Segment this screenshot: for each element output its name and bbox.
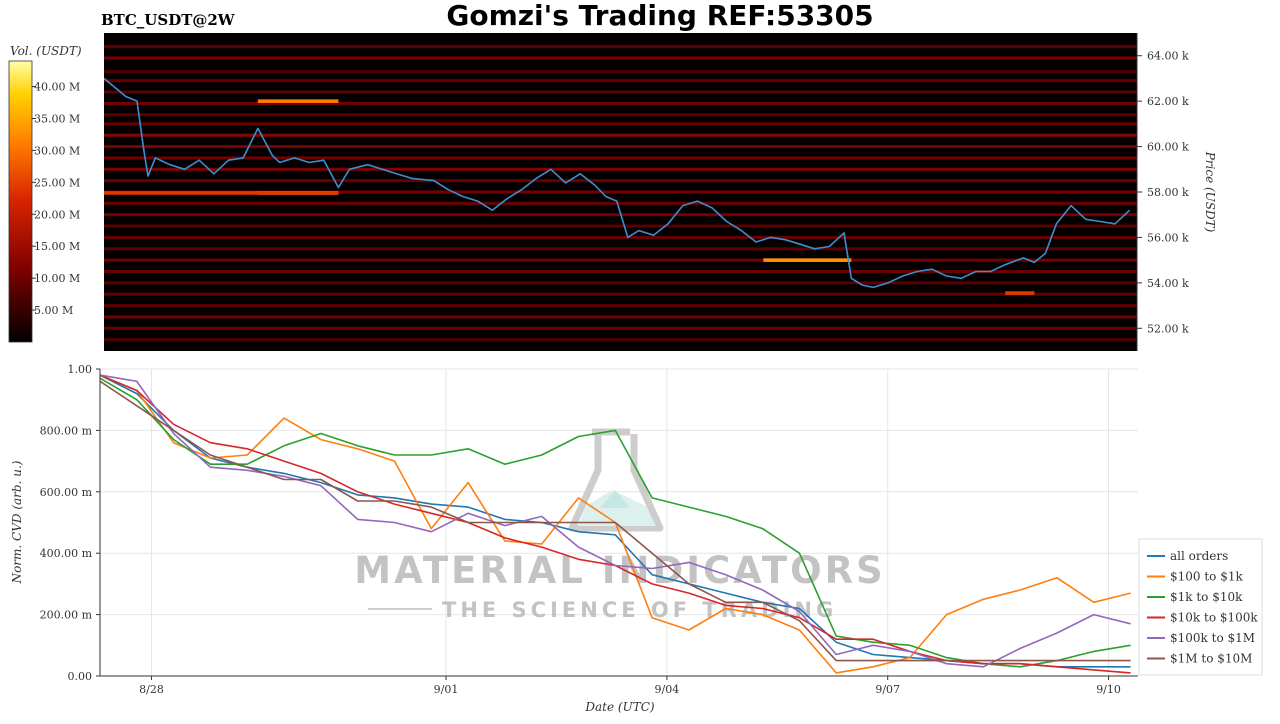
price-tick-label: 60.00 k xyxy=(1147,141,1189,154)
liquidity-level xyxy=(104,156,1137,160)
price-tick-label: 54.00 k xyxy=(1147,277,1189,290)
cvd-y-tick-label: 0.00 xyxy=(68,670,93,683)
watermark-main: MATERIAL INDICATORS xyxy=(354,549,885,592)
cvd-y-tick-label: 200.00 m xyxy=(40,609,93,622)
legend-label: all orders xyxy=(1170,549,1228,563)
cvd-y-axis-label: Norm. CVD (arb. u.) xyxy=(10,460,24,584)
price-axis: 52.00 k 54.00 k 56.00 k 58.00 k 60.00 k 62.00… xyxy=(1137,50,1189,335)
symbol-label: BTC_USDT@2W xyxy=(101,11,236,29)
liquidity-hotspot xyxy=(257,99,339,103)
price-line xyxy=(104,77,1131,289)
cvd-series-line xyxy=(100,380,1131,662)
price-axis-label: Price (USDT) xyxy=(1203,151,1217,233)
liquidity-level xyxy=(104,101,1137,105)
liquidity-level xyxy=(104,56,1137,60)
liquidity-level xyxy=(104,258,1137,262)
liquidity-level xyxy=(104,122,1137,126)
liquidity-level xyxy=(104,79,1137,83)
colorbar-gradient xyxy=(8,60,33,343)
cvd-x-tick-label: 9/04 xyxy=(654,683,679,696)
liquidity-level xyxy=(104,281,1137,285)
cvd-lines xyxy=(100,374,1131,674)
cvd-x-axis-label: Date (UTC) xyxy=(584,700,654,714)
cvd-grid xyxy=(100,368,1138,677)
colorbar-ticks: 5.00 M 10.00 M 15.00 M 20.00 M 25.00 M 30.00 … xyxy=(32,81,80,317)
cvd-y-tick-label: 600.00 m xyxy=(40,486,93,499)
liquidity-level xyxy=(104,338,1137,342)
colorbar-tick-label: 20.00 M xyxy=(34,208,80,221)
liquidity-level xyxy=(104,224,1137,228)
colorbar-tick-label: 5.00 M xyxy=(34,304,73,317)
liquidity-level xyxy=(104,304,1137,308)
price-tick-label: 64.00 k xyxy=(1147,50,1189,63)
cvd-series-line xyxy=(100,377,1131,668)
cvd-x-tick-label: 9/10 xyxy=(1096,683,1121,696)
cvd-y-axis: 0.00 200.00 m 400.00 m 600.00 m 800.00 m 1.00 xyxy=(40,363,100,683)
colorbar-tick-label: 10.00 M xyxy=(34,272,80,285)
liquidity-level xyxy=(104,179,1137,183)
cvd-x-tick-label: 8/28 xyxy=(139,683,164,696)
cvd-panel: MATERIAL INDICATORS THE SCIENCE OF TRADI… xyxy=(10,363,1263,714)
cvd-x-tick-label: 9/01 xyxy=(434,683,459,696)
liquidity-level xyxy=(104,201,1137,205)
liquidity-level xyxy=(104,270,1137,273)
colorbar-tick-label: 35.00 M xyxy=(34,112,80,125)
liquidity-level xyxy=(104,113,1137,117)
liquidity-level xyxy=(104,292,1137,296)
legend-label: $1M to $10M xyxy=(1170,652,1252,666)
liquidity-hotspot xyxy=(104,191,339,195)
colorbar-tick-label: 25.00 M xyxy=(34,176,80,189)
liquidity-level xyxy=(104,45,1137,49)
price-line-group xyxy=(104,77,1131,289)
cvd-y-tick-label: 800.00 m xyxy=(40,424,93,437)
cvd-x-axis: 8/28 9/01 9/04 9/07 9/10 xyxy=(139,676,1121,696)
chart-title: Gomzi's Trading REF:53305 xyxy=(446,0,873,32)
legend-label: $10k to $100k xyxy=(1170,611,1258,625)
liquidity-level xyxy=(104,133,1137,137)
heatmap-panel: 52.00 k 54.00 k 56.00 k 58.00 k 60.00 k 62.00… xyxy=(104,33,1217,351)
legend-label: $100k to $1M xyxy=(1170,631,1255,645)
legend-label: $100 to $1k xyxy=(1170,570,1243,584)
heatmap-levels xyxy=(104,45,1137,342)
liquidity-level xyxy=(104,145,1137,149)
liquidity-level xyxy=(104,235,1137,239)
liquidity-level xyxy=(104,326,1137,330)
colorbar-tick-label: 40.00 M xyxy=(34,81,80,94)
liquidity-level xyxy=(104,167,1137,171)
liquidity-hotspot xyxy=(763,258,852,262)
colorbar-tick-label: 15.00 M xyxy=(34,240,80,253)
liquidity-level xyxy=(104,70,1137,74)
legend-box xyxy=(1138,538,1263,676)
colorbar-tick-label: 30.00 M xyxy=(34,144,80,157)
legend-label: $1k to $10k xyxy=(1170,590,1243,604)
cvd-y-tick-label: 400.00 m xyxy=(40,547,93,560)
price-tick-label: 52.00 k xyxy=(1147,322,1189,335)
volume-colorbar: Vol. (USDT) 5.00 M 10.00 M 15.00 M 20.00 M 2… xyxy=(8,44,82,343)
legend-items: all orders $100 to $1k $1k to $10k $10k to … xyxy=(1147,549,1258,666)
liquidity-level xyxy=(104,315,1137,319)
price-tick-label: 62.00 k xyxy=(1147,95,1189,108)
liquidity-level xyxy=(104,90,1137,94)
liquidity-level xyxy=(104,190,1137,194)
liquidity-hotspot xyxy=(1005,291,1035,295)
cvd-x-tick-label: 9/07 xyxy=(875,683,900,696)
price-tick-label: 56.00 k xyxy=(1147,231,1189,244)
cvd-legend: all orders $100 to $1k $1k to $10k $10k to … xyxy=(1138,538,1263,676)
price-tick-label: 58.00 k xyxy=(1147,186,1189,199)
colorbar-label: Vol. (USDT) xyxy=(10,44,82,58)
cvd-series-line xyxy=(100,374,1131,668)
liquidity-level xyxy=(104,247,1137,251)
cvd-y-tick-label: 1.00 xyxy=(68,363,93,376)
